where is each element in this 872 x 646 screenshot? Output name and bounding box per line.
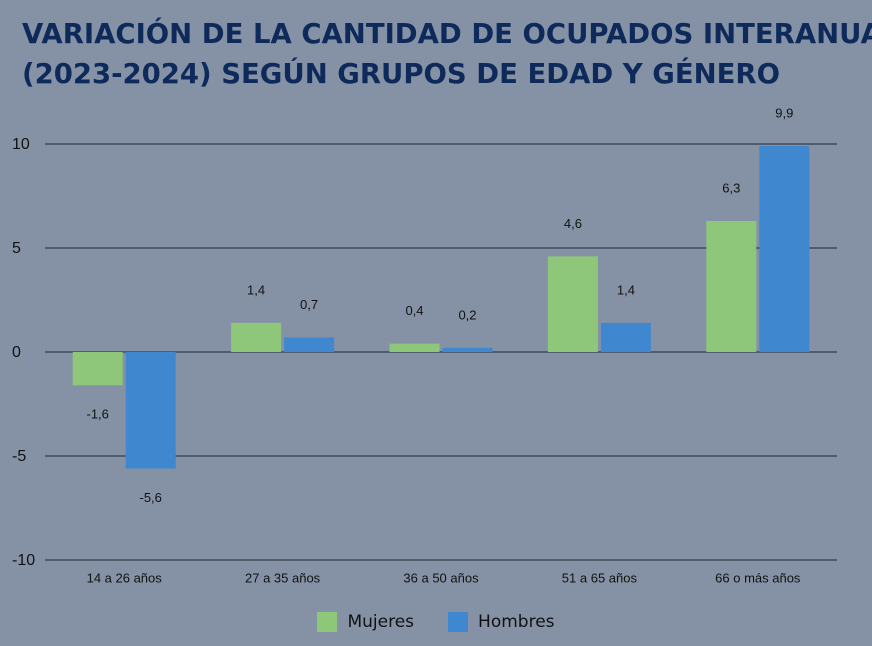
chart-title-line-2: (2023-2024) SEGÚN GRUPOS DE EDAD Y GÉNER…: [22, 58, 780, 90]
bar-hombres-2: [442, 347, 493, 352]
data-labels: -1,6 -5,6 1,4 0,7 0,4 0,2 4,6 1,4 6,3 9,9: [86, 106, 793, 505]
data-label-hombres-1: 0,7: [300, 297, 318, 312]
data-label-hombres-4: 9,9: [775, 106, 793, 121]
data-label-mujeres-2: 0,4: [405, 303, 423, 318]
y-tick-label: -5: [12, 448, 26, 465]
legend-item-mujeres[interactable]: Mujeres: [317, 612, 414, 632]
data-label-mujeres-3: 4,6: [564, 216, 582, 231]
bar-hombres-1: [284, 337, 335, 352]
data-label-mujeres-4: 6,3: [722, 180, 740, 195]
bar-hombres-3: [600, 322, 651, 352]
chart-title: VARIACIÓN DE LA CANTIDAD DE OCUPADOS INT…: [22, 14, 872, 94]
data-label-hombres-2: 0,2: [458, 307, 476, 322]
data-label-mujeres-0: -1,6: [86, 407, 108, 422]
bar-hombres-0: [125, 352, 176, 469]
legend: Mujeres Hombres: [0, 608, 872, 636]
gridlines: [45, 143, 837, 561]
bar-mujeres-3: [547, 256, 598, 352]
x-tick-label: 14 a 26 años: [87, 570, 163, 585]
bar-mujeres-4: [706, 220, 757, 352]
y-tick-label: 5: [12, 240, 21, 257]
legend-label-hombres: Hombres: [478, 612, 555, 632]
legend-swatch-hombres: [448, 612, 469, 632]
data-label-hombres-3: 1,4: [617, 282, 635, 297]
x-axis-tick-labels: 14 a 26 años 27 a 35 años 36 a 50 años 51 a…: [87, 570, 801, 585]
data-label-mujeres-1: 1,4: [247, 282, 265, 297]
data-label-hombres-0: -5,6: [139, 490, 161, 505]
y-tick-label: 0: [12, 344, 21, 361]
x-tick-label: 36 a 50 años: [403, 570, 479, 585]
x-tick-label: 66 o más años: [715, 570, 801, 585]
legend-swatch-mujeres: [317, 612, 338, 632]
bar-mujeres-2: [389, 343, 440, 352]
legend-label-mujeres: Mujeres: [347, 612, 415, 632]
legend-item-hombres[interactable]: Hombres: [448, 612, 555, 632]
chart-title-line-1: VARIACIÓN DE LA CANTIDAD DE OCUPADOS INT…: [22, 18, 872, 50]
x-tick-label: 27 a 35 años: [245, 570, 321, 585]
bar-mujeres-1: [231, 322, 282, 352]
bars: [72, 146, 810, 469]
y-axis-tick-labels: 10 5 0 -5 -10: [12, 136, 35, 569]
bar-mujeres-0: [72, 352, 123, 386]
y-tick-label: 10: [12, 136, 30, 153]
x-tick-label: 51 a 65 años: [562, 570, 638, 585]
y-tick-label: -10: [12, 552, 35, 569]
bar-hombres-4: [759, 146, 810, 352]
